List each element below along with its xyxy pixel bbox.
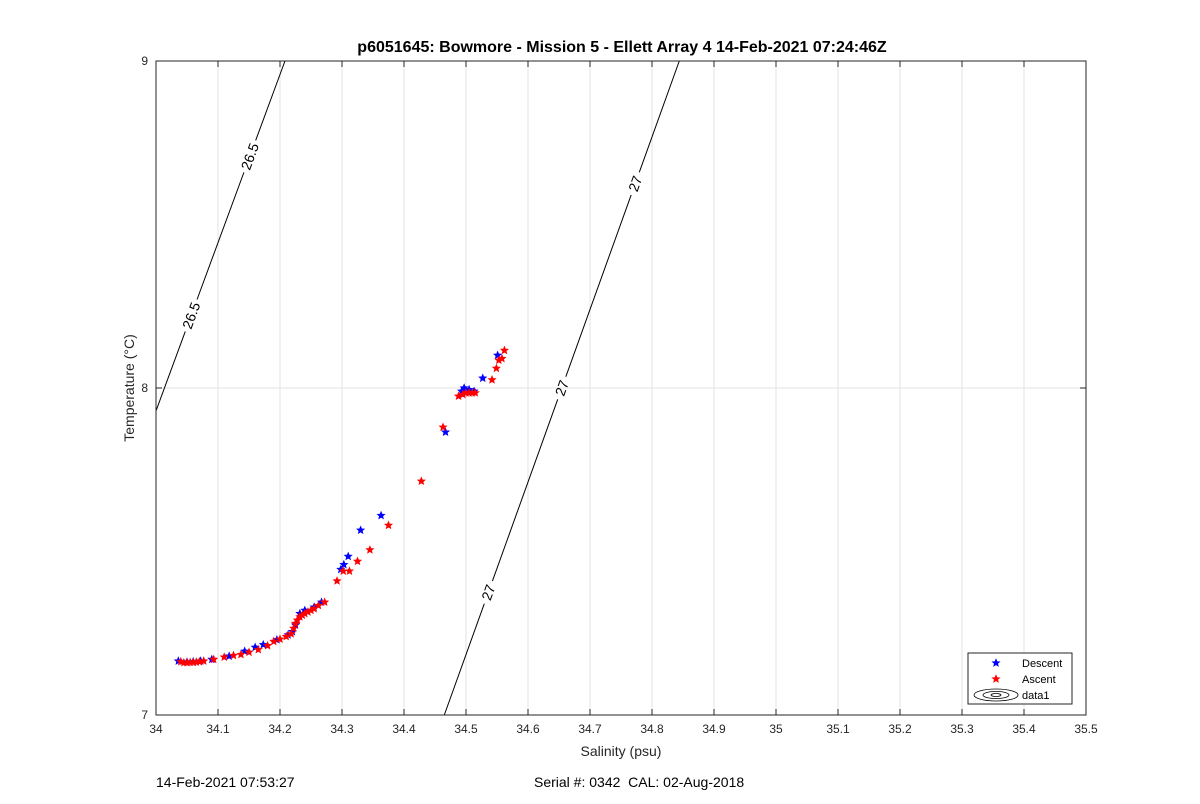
x-tick-label: 34.3 [330,722,354,736]
ascent-point [438,422,448,432]
descent-point [339,559,349,569]
x-tick-label: 34.5 [454,722,478,736]
ascent-point [313,600,323,610]
legend-label-descent: Descent [1022,658,1062,670]
serial-calibration-info: Serial #: 0342 CAL: 02-Aug-2018 [534,774,745,790]
ascent-point [263,640,273,650]
descent-point [343,551,353,561]
data-points [173,345,509,667]
x-tick-label: 34.2 [268,722,292,736]
ascent-point [253,644,263,654]
contour-line-26.5 [155,331,186,412]
x-tick-label: 34.1 [206,722,230,736]
ascent-point [470,388,480,397]
chart-title: p6051645: Bowmore - Mission 5 - Ellett A… [357,39,887,56]
x-tick-label: 34 [149,722,163,736]
x-tick-label: 34.8 [640,722,664,736]
contour-line-27 [491,399,559,582]
descent-point [440,427,451,437]
ascent-point [352,556,363,566]
x-tick-label: 35 [769,722,783,736]
legend-contour-icon [973,688,1019,702]
descent-point [356,525,366,535]
descent-point [376,510,386,520]
y-tick-label: 9 [141,54,148,68]
x-tick-label: 34.9 [702,722,726,736]
contour-line-27 [638,60,680,173]
legend-box [967,652,1073,705]
ascent-point [416,476,426,486]
ascent-point [228,650,239,660]
ascent-point [320,597,330,607]
x-tick-label: 34.7 [578,722,602,736]
x-tick-label: 35.1 [826,722,850,736]
contour-line-27 [565,194,632,377]
ascent-point [365,545,375,554]
ascent-point [344,566,354,575]
contour-label: 27 [625,173,645,193]
legend-contour-icon-inner [982,691,1010,700]
legend: Descent Ascent data1 [967,652,1073,705]
x-tick-label: 35.4 [1012,722,1036,736]
ascent-point [332,576,342,585]
ascent-point [275,634,285,644]
legend-marker-descent [991,658,1001,667]
ascent-point [286,629,296,638]
ascent-point [383,520,394,530]
x-tick-label: 34.4 [392,722,416,736]
ascent-point [219,652,229,661]
legend-label-data1: data1 [1022,690,1050,702]
x-tick-label: 35.3 [950,722,974,736]
contour-line-27 [443,603,485,716]
y-axis-label: Temperature (°C) [121,334,137,442]
descent-point [478,373,488,383]
contour-label: 27 [478,582,498,602]
ascent-point [497,353,507,363]
x-axis-label: Salinity (psu) [581,743,662,759]
ascent-point [491,363,501,373]
ascent-point [244,647,254,657]
legend-label-ascent: Ascent [1022,674,1056,686]
ascent-point [236,649,246,659]
contour-line-26.5 [255,60,286,141]
ascent-point [269,636,279,646]
contour-label: 27 [552,378,572,398]
axis-ticks: 34 34.1 34.2 34.3 34.4 34.5 34.6 34.7 34.8 34.9 35… [141,54,1098,736]
ascent-point [289,623,299,633]
legend-marker-ascent [991,674,1001,683]
y-tick-label: 7 [141,708,148,722]
ascent-point [199,656,209,665]
x-tick-label: 34.6 [516,722,540,736]
legend-contour-icon-core [990,693,1002,697]
y-tick-label: 8 [141,381,148,395]
x-tick-label: 35.2 [888,722,912,736]
print-timestamp: 14-Feb-2021 07:53:27 [156,774,295,790]
contour-line-26.5 [196,172,245,300]
ascent-point [487,375,497,384]
x-tick-label: 35.5 [1074,722,1098,736]
ascent-point [499,345,509,355]
ascent-point [209,654,219,664]
